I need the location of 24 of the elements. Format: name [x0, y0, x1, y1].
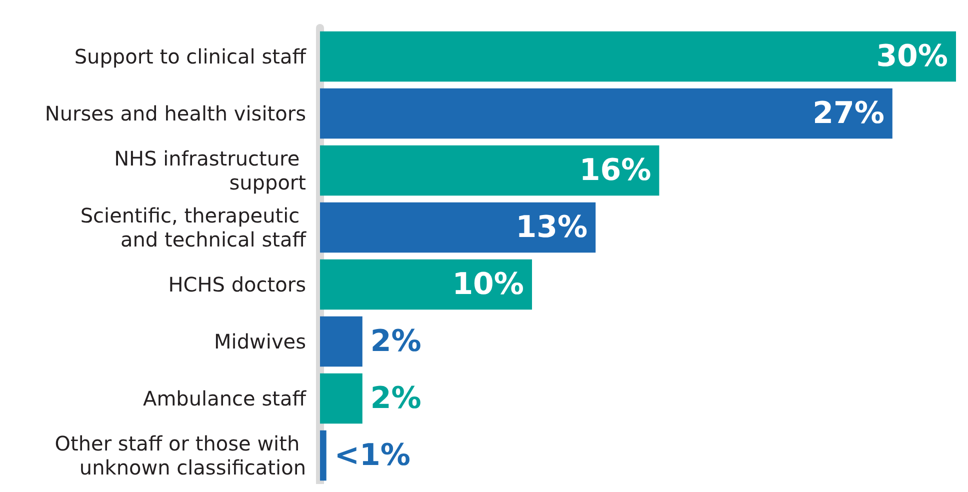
data-label: 2% — [370, 324, 422, 359]
y-tick-label: Midwives — [214, 330, 306, 354]
y-tick-label: HCHS doctors — [168, 272, 306, 296]
bar — [320, 202, 596, 253]
data-label: 10% — [452, 267, 524, 302]
y-tick-label: Nurses and health visitors — [44, 102, 306, 126]
bar — [320, 88, 892, 139]
bar — [320, 316, 362, 367]
bar — [320, 31, 956, 82]
bar — [320, 373, 362, 424]
data-label: 30% — [876, 39, 948, 74]
bar — [320, 430, 326, 481]
y-tick-label: Scientific, therapeutic and technical staff — [80, 204, 308, 252]
bar — [320, 145, 660, 196]
y-tick-label: Other staff or those with unknown classification — [54, 432, 306, 480]
y-tick-label: Ambulance staff — [143, 386, 308, 410]
data-label: 2% — [370, 381, 422, 416]
bar — [320, 259, 532, 310]
data-label: 16% — [579, 153, 652, 188]
y-tick-label: Support to clinical staff — [74, 44, 308, 68]
data-label: 27% — [812, 96, 884, 131]
data-label: <1% — [334, 438, 410, 473]
y-tick-label: NHS infrastructure support — [114, 146, 306, 194]
data-label: 13% — [516, 210, 588, 245]
